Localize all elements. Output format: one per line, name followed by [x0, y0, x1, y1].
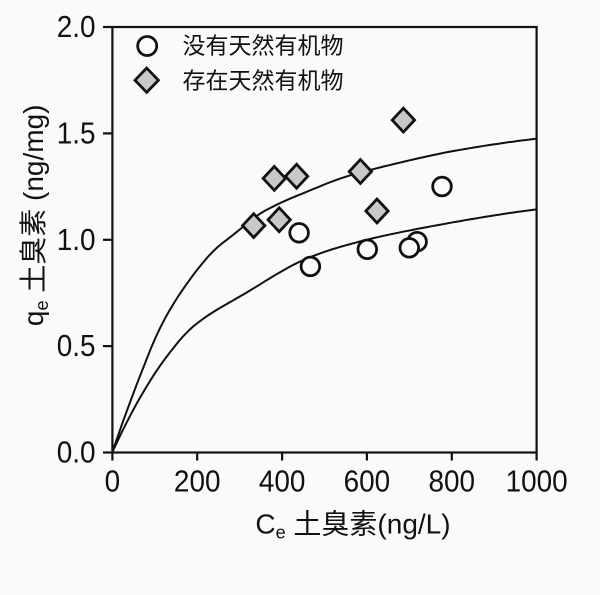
svg-text:1000: 1000: [506, 464, 568, 499]
svg-text:1.0: 1.0: [57, 222, 96, 257]
svg-text:没有天然有机物: 没有天然有机物: [183, 33, 344, 59]
svg-text:qe 土臭素 (ng/mg): qe 土臭素 (ng/mg): [18, 104, 52, 326]
svg-text:0.5: 0.5: [57, 329, 96, 364]
svg-text:200: 200: [174, 464, 221, 499]
svg-text:600: 600: [344, 464, 391, 499]
svg-text:存在天然有机物: 存在天然有机物: [183, 68, 344, 94]
svg-text:800: 800: [429, 464, 476, 499]
svg-text:0: 0: [105, 464, 121, 499]
svg-text:400: 400: [259, 464, 306, 499]
svg-text:2.0: 2.0: [57, 10, 96, 45]
svg-text:Ce 土臭素(ng/L): Ce 土臭素(ng/L): [255, 509, 450, 543]
svg-text:1.5: 1.5: [57, 116, 96, 151]
svg-text:0.0: 0.0: [57, 435, 96, 470]
